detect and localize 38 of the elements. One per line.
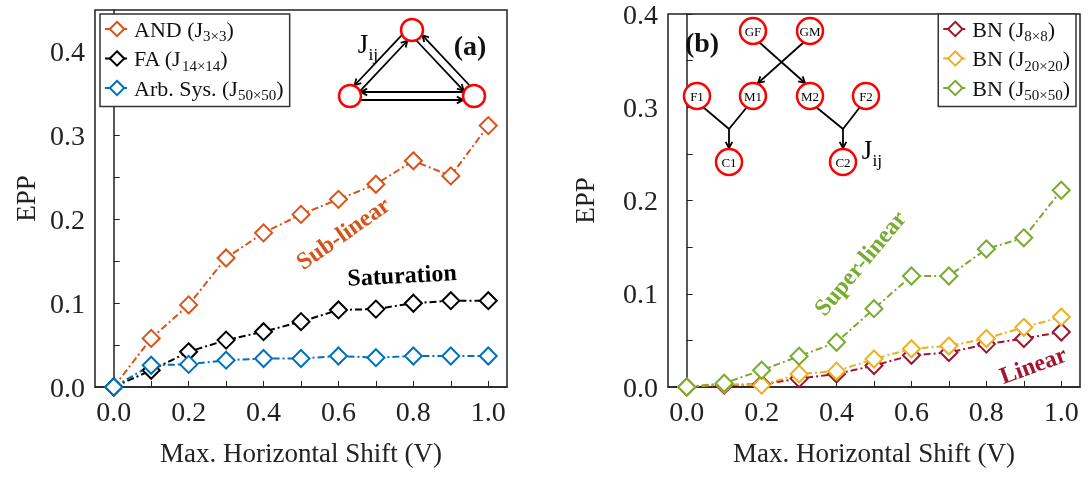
annotation: F2 [859,88,873,104]
x-axis-title: Max. Horizontal Shift (V) [733,437,1015,468]
annotation: C1 [721,154,737,170]
x-tick-label: 0.6 [320,395,356,427]
x-tick-label: 0.2 [171,395,207,427]
annotation: J$_{ij}$ [861,135,883,170]
y-tick-label: 0.4 [623,0,658,30]
y-axis-title: EPP [10,175,41,222]
annotation: M1 [743,88,763,104]
annotation: GF [744,23,762,39]
annotation: C2 [835,154,851,170]
y-tick-label: 0.1 [623,278,658,310]
y-tick-label: 0.0 [623,371,658,403]
x-tick-label: 1.0 [1043,395,1079,427]
y-tick-label: 0.1 [50,287,85,319]
x-axis-title: Max. Horizontal Shift (V) [160,437,442,468]
y-axis-title: EPP [569,177,600,224]
x-tick-label: 0.8 [968,395,1004,427]
y-tick-label: 0.3 [623,91,658,123]
y-tick-label: 0.2 [623,185,658,216]
x-tick-label: 0.2 [744,395,780,427]
x-tick-label: 0.4 [819,395,855,427]
x-tick-label: 0.8 [395,395,431,427]
y-tick-label: 0.3 [50,120,85,152]
x-tick-label: 0.6 [893,395,929,427]
annotation: (a) [453,29,487,61]
y-tick-label: 0.4 [50,36,85,68]
annotation: GM [799,23,821,39]
annotation: F1 [690,88,704,104]
y-tick-label: 0.2 [50,203,85,235]
annotation: J$_{ij}$ [357,29,379,64]
annotation: Linear [995,340,1071,390]
x-tick-label: 0.4 [246,395,282,427]
x-tick-label: 0.0 [96,395,132,427]
x-tick-label: 0.0 [669,395,705,427]
x-tick-label: 1.0 [470,395,506,427]
y-tick-label: 0.0 [50,371,85,403]
annotation: M2 [800,88,820,104]
